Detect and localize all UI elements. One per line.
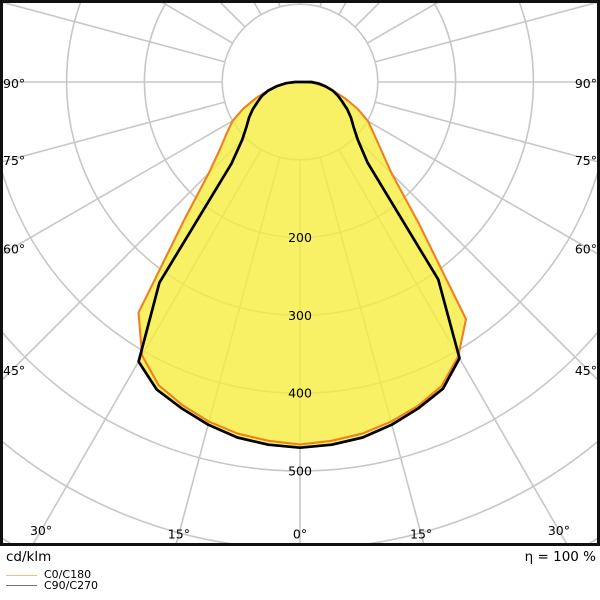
polar-chart: 90° 90° 75° 75° 60° 60° 45° 45° 30° 15° 0° 15° 30° 20… xyxy=(0,0,600,546)
angle-label-left-75: 75° xyxy=(3,153,25,168)
grid-radial-120 xyxy=(366,3,439,44)
grid-radial-75 xyxy=(374,101,597,163)
curve-c90-c270 xyxy=(137,80,461,450)
grid-radial-315 xyxy=(3,136,246,381)
legend-label: C90/C270 xyxy=(44,578,99,592)
angle-label-left-45: 45° xyxy=(3,363,25,378)
efficiency-label: η = 100 % xyxy=(524,549,596,565)
ring-label-400: 400 xyxy=(288,386,312,401)
ring-label-500: 500 xyxy=(288,464,312,479)
angle-label-left-90: 90° xyxy=(3,76,25,91)
angle-label-right-75: 75° xyxy=(575,153,597,168)
angle-label-bottom-4: 30° xyxy=(548,523,570,538)
angle-label-left-60: 60° xyxy=(3,242,25,257)
ring-label-300: 300 xyxy=(288,308,312,323)
chart-footer: cd/klm η = 100 % C0/C180 C90/C270 xyxy=(0,546,600,600)
angle-label-right-60: 60° xyxy=(575,242,597,257)
angle-label-bottom-3: 15° xyxy=(410,527,432,542)
grid-radial-135 xyxy=(354,3,381,28)
c90-c270-line-swatch xyxy=(6,585,37,587)
angle-label-bottom-0: 30° xyxy=(30,523,52,538)
curve-c0-c180 xyxy=(137,80,468,446)
grid-radial-60 xyxy=(366,120,597,255)
grid-radial-105 xyxy=(374,3,597,63)
ring-label-200: 200 xyxy=(288,230,312,245)
c0-c180-line-swatch xyxy=(6,574,37,576)
polar-plot-area: 90° 90° 75° 75° 60° 60° 45° 45° 30° 15° 0° 15° 30° 20… xyxy=(0,0,600,546)
grid-radial-240 xyxy=(161,3,234,44)
unit-label: cd/klm xyxy=(6,549,52,565)
angle-label-right-45: 45° xyxy=(575,363,597,378)
angle-label-right-90: 90° xyxy=(575,76,597,91)
plot-clip-group xyxy=(3,3,597,543)
legend: C0/C180 C90/C270 xyxy=(6,568,99,592)
plot-border xyxy=(0,0,600,546)
grid-radial-45 xyxy=(354,136,597,381)
grid-radial-225 xyxy=(219,3,246,28)
legend-label: C0/C180 xyxy=(44,568,92,581)
grid-radial-300 xyxy=(3,120,234,255)
grid-radial-255 xyxy=(3,3,226,63)
legend-item-c90-c270: C90/C270 xyxy=(6,578,99,592)
angle-label-bottom-1: 15° xyxy=(168,527,190,542)
beam-fill xyxy=(138,82,466,448)
axis-labels: 90° 90° 75° 75° 60° 60° 45° 45° 30° 15° 0° 15° 30° 20… xyxy=(3,76,597,542)
angle-label-bottom-2: 0° xyxy=(293,527,307,542)
legend-item-c0-c180: C0/C180 xyxy=(6,568,98,581)
grid-radial-285 xyxy=(3,101,226,163)
